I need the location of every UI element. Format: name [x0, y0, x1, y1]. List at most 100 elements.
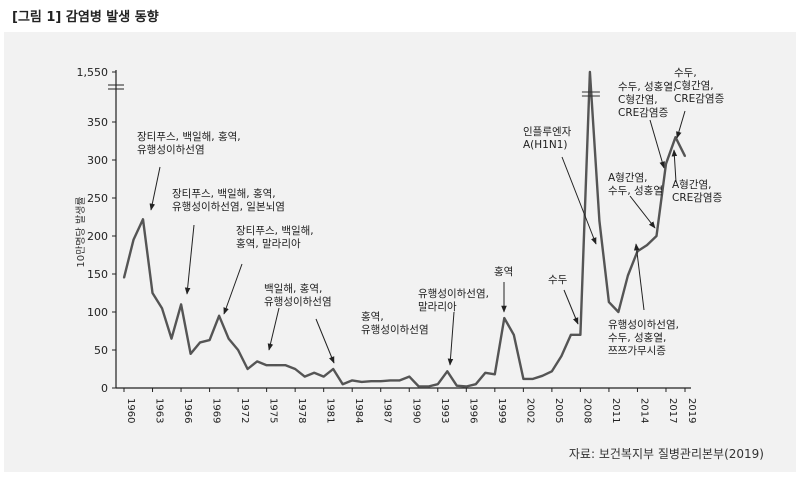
annotation: 수두,C형간염,CRE감염증	[674, 67, 725, 139]
annotation: 수두, 성홍열,C형간염,CRE감염증	[618, 80, 676, 169]
data-point	[246, 368, 249, 370]
x-tick-label: 2017	[667, 398, 678, 423]
data-point	[151, 292, 154, 294]
annotation-label: 장티푸스, 백일해, 홍역,	[172, 187, 276, 200]
annotation-arrow	[676, 110, 686, 139]
annotation-label: 유행성이하선염	[264, 295, 332, 308]
annotation-label: 유행성이하선염,	[608, 318, 679, 331]
annotation-arrow	[149, 166, 161, 211]
data-point	[589, 71, 591, 73]
x-tick-label: 1960	[125, 398, 136, 423]
annotation-arrow	[315, 318, 335, 364]
annotation-arrow	[447, 311, 455, 366]
x-tick-label: 1963	[154, 398, 165, 423]
x-tick-label: 1972	[239, 398, 250, 423]
data-point	[256, 360, 259, 363]
data-point	[465, 385, 468, 388]
annotation-arrow	[563, 289, 579, 325]
data-point	[132, 238, 135, 241]
data-point	[408, 375, 411, 378]
data-point	[360, 381, 363, 383]
data-point	[417, 385, 420, 388]
data-point	[436, 383, 439, 386]
data-point	[294, 368, 297, 370]
annotation-arrow	[561, 156, 597, 245]
series-layer	[122, 70, 687, 388]
x-tick-label: 2019	[686, 398, 697, 423]
data-point	[474, 383, 477, 386]
data-point	[522, 377, 525, 380]
x-tick-label: 1978	[296, 398, 307, 423]
data-point	[208, 339, 211, 342]
x-tick-label: 1981	[325, 398, 336, 423]
annotation-label: 수두, 성홍열	[608, 184, 663, 197]
annotation: 홍역,유행성이하선염	[315, 310, 429, 364]
infection-trend-chart: 10만명당 발생률 0 50 100 150 200 250 300 350 1,550 196…	[75, 66, 725, 423]
annotation-arrow	[629, 195, 656, 229]
y-tick-label: 100	[87, 306, 108, 319]
annotation-label: 장티푸스, 백일해,	[236, 224, 314, 237]
data-point	[170, 337, 173, 340]
y-axis-label: 10만명당 발생률	[75, 196, 87, 267]
data-point	[512, 333, 515, 336]
annotation-arrow	[223, 263, 243, 315]
annotation-label: 수두	[548, 274, 568, 286]
data-point	[322, 375, 325, 378]
data-point	[351, 379, 354, 382]
data-point	[123, 276, 125, 279]
x-tick-label: 2002	[524, 398, 535, 423]
data-point	[484, 371, 487, 374]
x-tick-label: 2011	[610, 398, 621, 423]
data-point	[646, 244, 648, 247]
x-tick-label: 1969	[211, 398, 222, 423]
data-point	[560, 355, 563, 357]
y-tick-label: 1,550	[77, 66, 109, 79]
annotation-label: 유행성이하선염, 일본뇌염	[172, 200, 285, 213]
data-point	[284, 364, 287, 367]
annotation-label: 유행성이하선염	[361, 323, 429, 336]
data-point	[389, 379, 392, 382]
annotation-arrow	[671, 149, 678, 183]
data-point	[332, 368, 335, 370]
annotation-label: 쯔쯔가무시증	[608, 345, 666, 357]
data-point	[427, 385, 430, 388]
data-point	[265, 364, 268, 367]
y-tick-label: 350	[87, 116, 108, 129]
data-point	[341, 383, 344, 386]
data-point	[199, 341, 201, 344]
x-tick-label: 2014	[638, 398, 649, 423]
x-tick-label: 1990	[410, 398, 421, 423]
x-tick-label: 1975	[268, 398, 279, 423]
annotation-label: 홍역	[494, 265, 513, 278]
chart-panel: 10만명당 발생률 0 50 100 150 200 250 300 350 1,550 196…	[4, 32, 796, 472]
data-point	[237, 349, 240, 351]
annotation-label: 수두, 성홍열,	[608, 331, 666, 344]
x-tick-label: 2005	[553, 398, 564, 423]
data-point	[218, 314, 220, 317]
annotation: 유행성이하선염,수두, 성홍열,쯔쯔가무시증	[608, 243, 679, 357]
data-point	[189, 352, 192, 355]
data-point	[579, 333, 582, 336]
annotation-label: 말라리아	[418, 301, 457, 313]
data-point	[398, 379, 401, 382]
annotation: 백일해, 홍역,유행성이하선염	[264, 282, 332, 351]
data-point	[531, 377, 534, 380]
annotation-label: A(H1N1)	[523, 139, 568, 151]
annotation-label: CRE감염증	[674, 93, 725, 105]
data-point	[446, 370, 449, 373]
series-line	[122, 70, 687, 388]
data-point	[617, 311, 620, 313]
x-tick-label: 2008	[581, 398, 592, 423]
y-tick-label: 150	[87, 268, 108, 281]
data-point	[180, 303, 182, 306]
annotation-label: 유행성이하선염	[137, 143, 205, 156]
annotation: 장티푸스, 백일해, 홍역,유행성이하선염	[137, 130, 241, 211]
data-point	[550, 370, 553, 373]
data-point	[493, 373, 496, 376]
data-point	[684, 155, 686, 158]
y-tick-label: 250	[87, 192, 108, 205]
data-point	[674, 136, 677, 139]
annotation-label: C형간염,	[674, 80, 714, 92]
